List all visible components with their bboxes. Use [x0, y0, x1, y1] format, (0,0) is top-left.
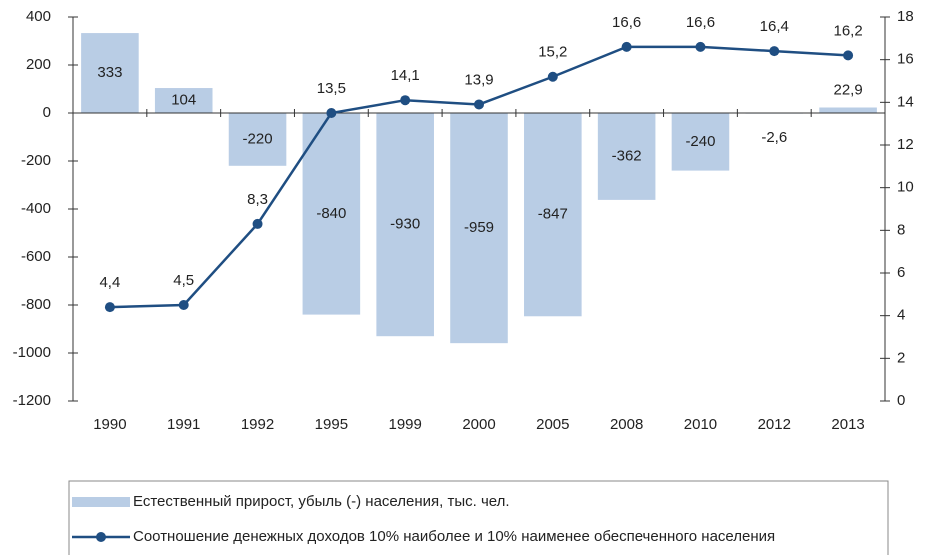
bar — [597, 113, 656, 200]
line-value-label: 15,2 — [538, 44, 567, 61]
bar-value-label: -240 — [685, 133, 715, 150]
legend-swatch — [72, 497, 130, 507]
line-value-label: 16,4 — [760, 18, 789, 35]
line-marker — [400, 95, 411, 106]
x-tick-label: 1992 — [241, 416, 274, 433]
bar-value-label: -840 — [316, 205, 346, 222]
legend-box — [68, 480, 889, 555]
line-value-label: 14,1 — [391, 67, 420, 84]
y2-tick-label: 8 — [897, 221, 905, 238]
y2-tick-label: 0 — [897, 392, 905, 409]
bar-value-label: 22,9 — [833, 81, 862, 98]
line-marker — [104, 302, 115, 313]
y-tick-label: -200 — [21, 152, 51, 169]
bar-value-label: -2,6 — [761, 129, 787, 146]
line-marker — [474, 99, 484, 110]
line-marker — [547, 71, 558, 82]
line-marker — [252, 218, 263, 229]
y-tick-label: -800 — [21, 296, 51, 313]
x-tick-label: 2008 — [610, 416, 643, 433]
y2-tick-label: 10 — [897, 179, 914, 196]
y2-tick-label: 6 — [897, 264, 905, 281]
x-tick-label: 2013 — [831, 416, 864, 433]
bar — [228, 113, 287, 166]
y-tick-label: -1200 — [13, 392, 51, 409]
bar — [819, 107, 877, 113]
bar-value-label: -930 — [390, 216, 420, 233]
line-value-label: 16,2 — [833, 22, 862, 39]
bar-value-label: 104 — [171, 91, 196, 108]
y2-tick-label: 2 — [897, 349, 905, 366]
y-tick-label: 0 — [43, 104, 51, 121]
bar-value-label: -220 — [243, 130, 273, 147]
x-tick-label: 2000 — [462, 416, 495, 433]
line-marker — [621, 41, 632, 52]
line-marker — [326, 108, 337, 118]
bar — [154, 88, 213, 113]
line-value-label: 13,9 — [464, 71, 493, 88]
line-value-label: 16,6 — [612, 14, 641, 31]
bar — [450, 113, 508, 344]
bar — [376, 113, 434, 337]
y-tick-label: 200 — [26, 56, 51, 73]
bar-value-label: -959 — [464, 219, 494, 236]
bar-value-label: 333 — [97, 64, 122, 81]
y2-tick-label: 4 — [897, 307, 905, 324]
legend-marker — [96, 532, 106, 542]
y2-tick-label: 14 — [897, 93, 914, 110]
y-tick-label: -400 — [21, 200, 51, 217]
y2-tick-label: 16 — [897, 51, 914, 68]
y-tick-label: -1000 — [13, 344, 51, 361]
x-tick-label: 1990 — [93, 416, 126, 433]
y-tick-label: -600 — [21, 248, 51, 265]
x-tick-label: 2005 — [536, 416, 569, 433]
bar-value-label: -362 — [612, 147, 642, 164]
y2-tick-label: 18 — [897, 8, 914, 25]
legend-label: Соотношение денежных доходов 10% наиболе… — [133, 528, 775, 545]
x-tick-label: 2012 — [758, 416, 791, 433]
x-tick-label: 1991 — [167, 416, 200, 433]
bar — [81, 33, 139, 113]
bar — [302, 113, 361, 315]
y-tick-label: 400 — [26, 8, 51, 25]
line-marker — [843, 50, 854, 61]
line-marker — [178, 300, 189, 310]
line-value-label: 8,3 — [247, 191, 268, 208]
bar-value-label: -847 — [538, 206, 568, 223]
line-value-label: 16,6 — [686, 14, 715, 31]
bar — [524, 113, 582, 317]
line-value-label: 4,4 — [99, 274, 120, 291]
line-value-label: 13,5 — [317, 80, 346, 97]
legend-label: Естественный прирост, убыль (-) населени… — [133, 493, 510, 510]
y2-tick-label: 12 — [897, 136, 914, 153]
line-value-label: 4,5 — [173, 272, 194, 289]
bar — [671, 113, 730, 171]
x-tick-label: 2010 — [684, 416, 717, 433]
line-marker — [695, 41, 706, 52]
x-tick-label: 1999 — [388, 416, 421, 433]
x-tick-label: 1995 — [315, 416, 348, 433]
line-marker — [769, 46, 780, 57]
